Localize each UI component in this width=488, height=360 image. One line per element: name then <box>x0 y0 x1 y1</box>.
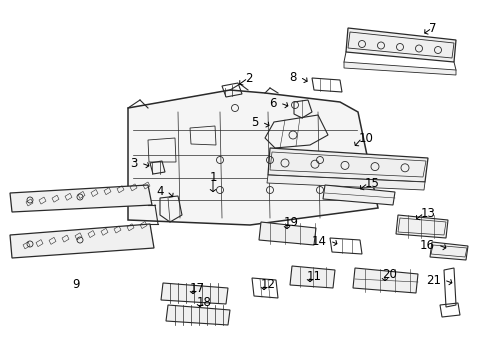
Text: 10: 10 <box>358 131 373 144</box>
Polygon shape <box>346 28 455 62</box>
Text: 20: 20 <box>381 269 396 282</box>
Text: 1: 1 <box>209 171 217 184</box>
Text: 6: 6 <box>269 96 276 109</box>
Polygon shape <box>128 90 377 225</box>
Polygon shape <box>10 224 154 258</box>
Polygon shape <box>161 283 227 304</box>
Text: 4: 4 <box>156 185 163 198</box>
Polygon shape <box>395 215 447 238</box>
Text: 7: 7 <box>428 22 436 35</box>
Polygon shape <box>343 62 455 75</box>
Text: 12: 12 <box>261 278 275 291</box>
Text: 11: 11 <box>306 270 321 283</box>
Text: 9: 9 <box>72 279 80 292</box>
Text: 18: 18 <box>197 297 211 310</box>
Polygon shape <box>429 242 467 260</box>
Text: 21: 21 <box>425 274 440 287</box>
Polygon shape <box>165 305 229 325</box>
Polygon shape <box>323 185 394 205</box>
Text: 15: 15 <box>364 176 379 189</box>
Text: 13: 13 <box>420 207 435 220</box>
Polygon shape <box>352 268 417 293</box>
Text: 19: 19 <box>284 216 298 229</box>
Polygon shape <box>259 222 315 245</box>
Text: 8: 8 <box>289 71 296 84</box>
Text: 3: 3 <box>130 157 138 170</box>
Polygon shape <box>267 148 427 182</box>
Polygon shape <box>289 266 334 288</box>
Polygon shape <box>266 175 424 190</box>
Text: 5: 5 <box>251 116 259 129</box>
Text: 14: 14 <box>311 234 326 248</box>
Text: 2: 2 <box>244 72 252 85</box>
Text: 17: 17 <box>190 282 204 294</box>
Text: 16: 16 <box>419 239 434 252</box>
Polygon shape <box>10 185 152 212</box>
